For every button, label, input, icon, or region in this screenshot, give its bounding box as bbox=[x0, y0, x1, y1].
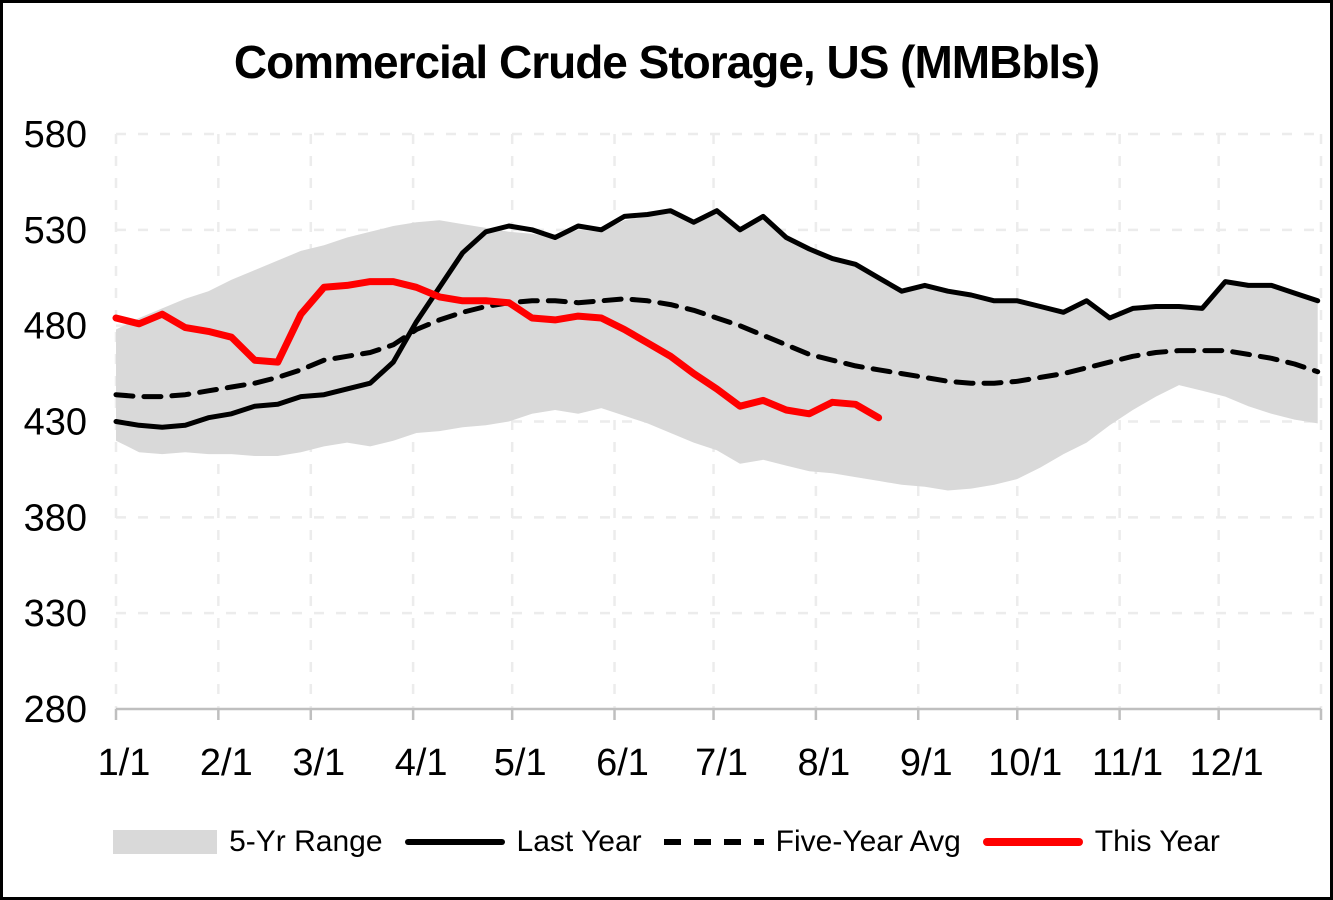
y-tick-label: 530 bbox=[24, 210, 87, 252]
x-tick-label: 12/1 bbox=[1190, 742, 1264, 784]
this-year-line bbox=[112, 278, 883, 422]
last-year-line bbox=[113, 208, 1321, 430]
x-tick-label: 6/1 bbox=[596, 742, 649, 784]
plot-area: 580 530 480 430 380 330 280 1/1 2/1 3/1 4/1 5/1 6/1 7… bbox=[24, 114, 1323, 784]
five-yr-range-band bbox=[116, 212, 1318, 491]
legend-label: This Year bbox=[1094, 825, 1220, 858]
legend-swatch-this-year bbox=[982, 838, 1083, 846]
y-tick-label: 380 bbox=[24, 497, 87, 539]
y-tick-label: 330 bbox=[24, 593, 87, 635]
y-tick-label: 480 bbox=[24, 306, 87, 348]
x-axis-labels: 1/1 2/1 3/1 4/1 5/1 6/1 7/1 8/1 9/1 10/1 11/1 12/1 bbox=[98, 742, 1264, 784]
y-tick-label: 430 bbox=[24, 402, 87, 444]
chart-title: Commercial Crude Storage, US (MMBbls) bbox=[233, 36, 1100, 88]
legend-item-this-year: This Year bbox=[982, 825, 1220, 859]
x-tick-label: 10/1 bbox=[988, 742, 1062, 784]
x-axis bbox=[114, 707, 1323, 720]
x-tick-label: 11/1 bbox=[1092, 742, 1163, 784]
legend-swatch-5-yr-range bbox=[113, 830, 218, 854]
legend-label: Five-Year Avg bbox=[775, 825, 961, 858]
legend-swatch-last-year bbox=[404, 839, 505, 845]
x-tick-label: 8/1 bbox=[797, 742, 850, 784]
y-axis-labels: 580 530 480 430 380 330 280 bbox=[24, 114, 87, 731]
five-year-avg-line bbox=[113, 296, 1321, 400]
y-tick-label: 280 bbox=[24, 689, 87, 731]
legend: 5-Yr Range Last Year Five-Year Avg This Yea… bbox=[3, 825, 1330, 859]
y-tick-label: 580 bbox=[24, 114, 87, 156]
legend-item-five-year-avg: Five-Year Avg bbox=[663, 825, 961, 859]
x-tick-label: 2/1 bbox=[200, 742, 253, 784]
x-tick-label: 5/1 bbox=[494, 742, 547, 784]
x-tick-label: 4/1 bbox=[395, 742, 448, 784]
x-tick-label: 3/1 bbox=[292, 742, 345, 784]
legend-swatch-five-year-avg bbox=[663, 839, 764, 845]
x-tick-label: 9/1 bbox=[900, 742, 953, 784]
legend-label: Last Year bbox=[516, 825, 642, 858]
x-tick-label: 7/1 bbox=[695, 742, 748, 784]
legend-item-5-yr-range: 5-Yr Range bbox=[113, 825, 383, 859]
x-tick-label: 1/1 bbox=[98, 742, 151, 784]
legend-item-last-year: Last Year bbox=[404, 825, 642, 859]
legend-label: 5-Yr Range bbox=[229, 825, 383, 858]
